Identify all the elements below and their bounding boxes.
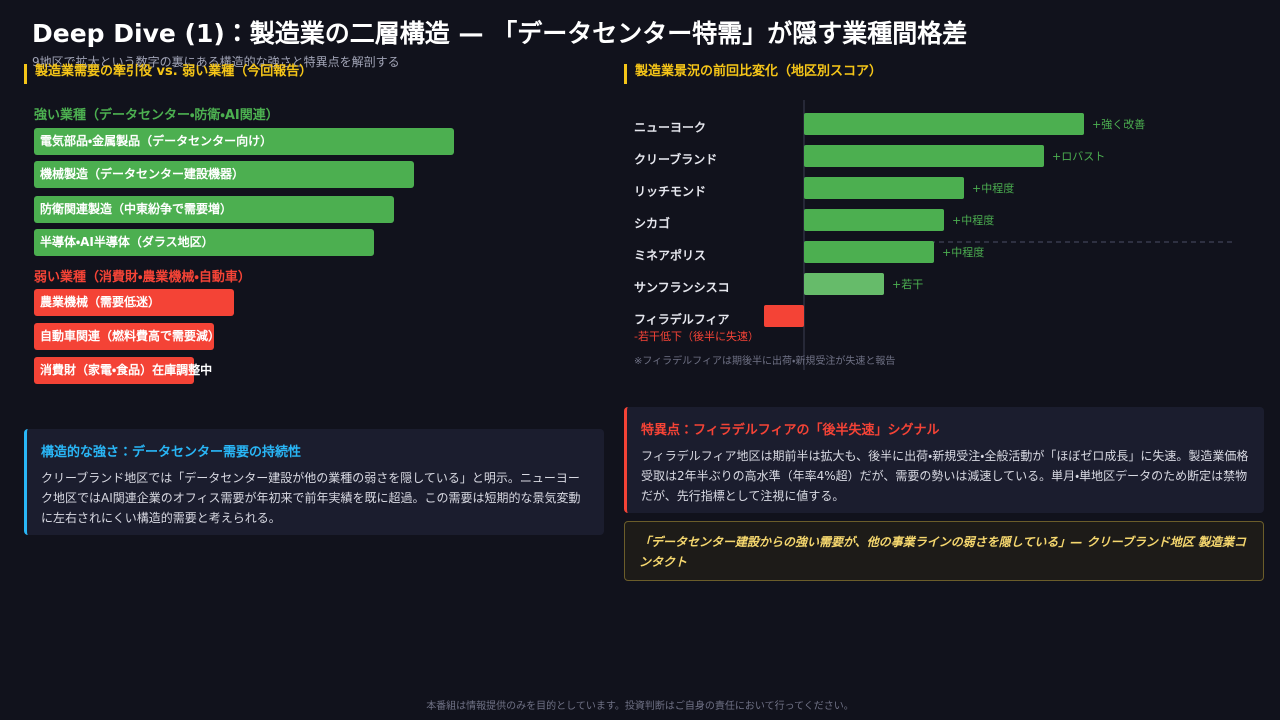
chart-note: ※フィラデルフィアは期後半に出荷・新規受注が失速と報告 [634, 354, 895, 367]
bar [804, 241, 934, 263]
bar-label: +ロバスト [1052, 150, 1105, 163]
bar [804, 177, 964, 199]
bar [804, 145, 1044, 167]
category-label: クリーブランド [634, 152, 717, 167]
box-title: 構造的な強さ：データセンター需要の持続性 [41, 445, 302, 460]
industry-item: 消費財（家電・食品）在庫調整中 [34, 357, 212, 384]
category-label: ミネアポリス [634, 248, 706, 263]
bar-label: +中程度 [972, 182, 1014, 195]
box-title: 特異点：フィラデルフィアの「後半失速」シグナル [641, 423, 940, 438]
bar-label: -若干低下（後半に失速） [634, 329, 759, 343]
bar [764, 305, 804, 327]
group-heading: 強い業種（データセンター・防衛・AI関連） [34, 108, 279, 123]
industry-item: 農業機械（需要低迷） [34, 289, 234, 316]
bar-label: +中程度 [952, 214, 994, 227]
category-label: シカゴ [634, 216, 670, 231]
quote: 「データセンター建設からの強い需要が、他の事業ラインの弱さを隠している」— クリ… [639, 535, 1247, 569]
category-label: ニューヨーク [634, 121, 706, 135]
title: Deep Dive (1)：製造業の二層構造 — 「データセンター特需」が隠す業… [32, 19, 968, 48]
category-label: フィラデルフィア [634, 312, 730, 327]
chart-title: 製造業景況の前回比変化（地区別スコア） [624, 64, 882, 84]
footer: 本番組は情報提供のみを目的としています。投資判断はご自身の責任において行ってくだ… [426, 701, 854, 712]
bar-label: +若干 [892, 278, 923, 291]
bar-label: +強く改善 [1092, 117, 1145, 131]
industry-item: 半導体・AI半導体（ダラス地区） [34, 229, 374, 256]
box-body: フィラデルフィア地区は期前半は拡大も、後半に出荷・新規受注・全般活動が「ほぼゼロ… [641, 449, 1249, 503]
bar [804, 273, 884, 295]
category-label: リッチモンド [634, 185, 706, 199]
bar [804, 113, 1084, 135]
subtitle: 9地区で拡大という数字の裏にある構造的な強さと特異点を解剖する [32, 55, 400, 69]
industry-item: 機械製造（データセンター建設機器） [34, 161, 414, 188]
industry-item: 防衛関連製造（中東紛争で需要増） [34, 196, 394, 223]
bar-label: +中程度 [942, 246, 984, 259]
industry-item: 自動車関連（燃料費高で需要減） [34, 323, 220, 350]
quote-box: 「データセンター建設からの強い需要が、他の事業ラインの弱さを隠している」— クリ… [624, 521, 1264, 581]
section-heading: 製造業需要の牽引役 vs. 弱い業種（今回報告） [24, 64, 312, 84]
info-box: 特異点：フィラデルフィアの「後半失速」シグナル フィラデルフィア地区は期前半は拡… [624, 407, 1264, 513]
category-label: サンフランシスコ [634, 281, 730, 295]
bar [804, 209, 944, 231]
group-heading: 弱い業種（消費財・農業機械・自動車） [34, 270, 251, 285]
industry-item: 電気部品・金属製品（データセンター向け） [34, 128, 454, 155]
info-box: 構造的な強さ：データセンター需要の持続性 クリーブランド地区では「データセンター… [24, 429, 604, 535]
box-body: クリーブランド地区では「データセンター建設が他の業種の弱さを隠している」と明示。… [41, 471, 581, 525]
